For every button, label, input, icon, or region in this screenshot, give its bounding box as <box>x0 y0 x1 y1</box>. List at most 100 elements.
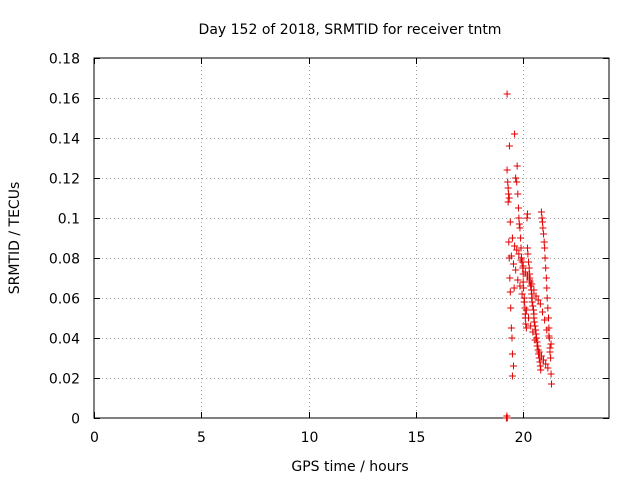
data-point <box>506 274 514 282</box>
data-point <box>530 318 538 326</box>
data-point <box>537 366 545 374</box>
data-point <box>547 370 555 378</box>
data-point <box>533 342 541 350</box>
y-tick-label: 0.08 <box>49 252 80 268</box>
data-point <box>522 324 530 332</box>
x-tick-label: 5 <box>197 430 206 446</box>
data-point <box>507 304 515 312</box>
data-point <box>525 258 533 266</box>
data-point <box>515 220 523 228</box>
axis-ticks <box>94 58 609 419</box>
data-point <box>508 334 516 342</box>
data-point <box>523 244 531 252</box>
data-point <box>520 298 528 306</box>
data-point <box>520 284 528 292</box>
data-point <box>522 306 530 314</box>
data-point <box>547 354 555 362</box>
data-point <box>523 272 531 280</box>
data-point <box>543 294 551 302</box>
data-point <box>512 266 520 274</box>
y-tick-label: 0.02 <box>49 372 80 388</box>
data-point <box>535 348 543 356</box>
data-point <box>542 360 550 368</box>
data-point <box>540 230 548 238</box>
data-point <box>541 316 549 324</box>
data-point <box>530 286 538 294</box>
data-point <box>506 218 514 226</box>
data-point <box>538 308 546 316</box>
data-point <box>532 292 540 300</box>
data-point <box>503 90 511 98</box>
data-point <box>511 130 519 138</box>
y-tick-label: 0.14 <box>49 132 80 148</box>
data-point <box>506 288 514 296</box>
data-point <box>517 256 525 264</box>
data-point <box>547 340 555 348</box>
y-axis-label: SRMTID / TECUs <box>7 182 23 295</box>
data-point <box>519 262 527 270</box>
data-point <box>543 284 551 292</box>
data-point <box>508 372 516 380</box>
x-tick-label: 10 <box>301 430 319 446</box>
data-point <box>513 162 521 170</box>
data-point <box>544 364 552 372</box>
data-point <box>521 268 529 276</box>
data-point <box>542 274 550 282</box>
y-tick-label: 0.1 <box>58 212 80 228</box>
data-point <box>528 280 536 288</box>
y-tick-label: 0.06 <box>49 292 80 308</box>
data-point <box>505 194 513 202</box>
data-point <box>519 278 527 286</box>
data-point <box>515 214 523 222</box>
data-point <box>539 224 547 232</box>
data-point <box>511 242 519 250</box>
data-point <box>545 332 553 340</box>
data-point <box>543 326 551 334</box>
data-point <box>503 414 511 422</box>
y-tick-label: 0.16 <box>49 92 80 108</box>
data-point <box>505 142 513 150</box>
data-point <box>510 284 518 292</box>
data-point <box>537 352 545 360</box>
x-tick-label: 15 <box>408 430 426 446</box>
data-point <box>514 190 522 198</box>
data-point <box>542 264 550 272</box>
data-point <box>529 328 537 336</box>
data-point <box>517 244 525 252</box>
x-axis-tick-labels: 0 5 10 15 20 <box>90 430 532 446</box>
data-point <box>510 362 518 370</box>
data-point <box>546 348 554 356</box>
grid-lines <box>94 58 609 418</box>
y-tick-label: 0.12 <box>49 172 80 188</box>
y-tick-label: 0.04 <box>49 332 80 348</box>
x-tick-label: 20 <box>515 430 533 446</box>
data-point <box>504 198 512 206</box>
data-point <box>505 238 513 246</box>
x-tick-label: 0 <box>90 430 99 446</box>
data-point <box>531 336 539 344</box>
data-point <box>510 260 518 268</box>
data-point <box>541 254 549 262</box>
data-point <box>517 234 525 242</box>
plot-area-frame <box>93 57 610 419</box>
data-point <box>516 224 524 232</box>
y-tick-label: 0.18 <box>49 52 80 68</box>
data-point <box>513 178 521 186</box>
data-point <box>544 304 552 312</box>
data-point <box>507 324 515 332</box>
data-point <box>525 264 533 272</box>
data-point <box>503 166 511 174</box>
chart-title: Day 152 of 2018, SRMTID for receiver tnt… <box>199 22 502 38</box>
data-point <box>514 276 522 284</box>
data-point <box>523 210 531 218</box>
data-point <box>538 218 546 226</box>
data-point <box>508 234 516 242</box>
data-point <box>508 350 516 358</box>
data-point <box>541 244 549 252</box>
data-point <box>525 314 533 322</box>
data-point <box>536 300 544 308</box>
data-point <box>507 252 515 260</box>
data-point <box>540 356 548 364</box>
data-point <box>513 246 521 254</box>
x-axis-label: GPS time / hours <box>291 459 408 475</box>
